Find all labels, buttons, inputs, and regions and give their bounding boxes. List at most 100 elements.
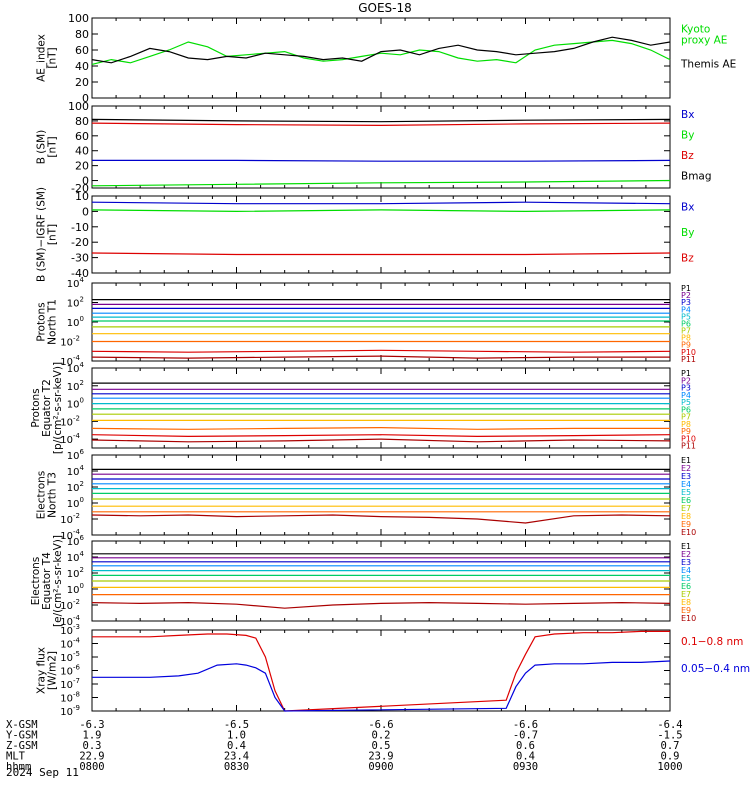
footer-value: 23.9: [368, 751, 393, 763]
y-tick-label: -20: [71, 236, 89, 249]
y-tick-label: 20: [75, 160, 89, 173]
footer-date: 2024 Sep 11: [6, 766, 79, 779]
legend-entry: P2: [681, 291, 691, 300]
footer-value: 1.0: [227, 730, 246, 742]
y-tick-label: 60: [75, 44, 89, 57]
legend-entry: P2: [681, 376, 691, 385]
series-line-p9: [91, 426, 670, 430]
series-line-themis-ae: [91, 36, 671, 64]
legend-entry: E1: [681, 456, 691, 465]
legend-entry: Themis AE: [680, 58, 736, 70]
legend-entry: P4: [681, 305, 691, 314]
footer-value: 0.6: [516, 740, 535, 752]
footer-row-label: Z-GSM: [6, 740, 38, 752]
y-axis-label: B (SM): [36, 130, 48, 164]
panel-frame: [91, 195, 671, 274]
legend-entry: E9: [681, 606, 691, 615]
y-tick-label: 100: [68, 12, 89, 25]
legend-entry: Bmag: [681, 171, 712, 183]
y-tick-label: 20: [75, 76, 89, 89]
legend-entry: P5: [681, 398, 691, 407]
series-line-0-1-0-8-nm: [92, 630, 670, 712]
legend-entry: E8: [681, 512, 691, 521]
y-tick-label: 40: [75, 145, 89, 158]
series-line-e10: [91, 514, 671, 524]
legend-entry: E2: [681, 550, 691, 559]
y-axis-label: AE_index: [36, 34, 48, 82]
y-tick-label: 100: [67, 315, 84, 329]
y-tick-label: 102: [67, 296, 84, 310]
series-line-by: [91, 209, 671, 213]
y-tick-label: 10-3: [60, 623, 80, 637]
footer-value: 0800: [79, 761, 104, 773]
y-axis-label: [e/(cm²-s-sr-keV)]: [52, 535, 64, 627]
y-tick-label: 10-6: [60, 664, 80, 678]
legend-entry: E5: [681, 488, 691, 497]
footer-value: 0.4: [227, 740, 246, 752]
legend-entry: P1: [681, 284, 691, 293]
legend-entry: E2: [681, 464, 691, 473]
legend-entry: P11: [681, 355, 696, 364]
y-tick-label: 10-4: [60, 637, 80, 651]
y-tick-label: 10-8: [60, 691, 80, 705]
legend-entry: P6: [681, 405, 691, 414]
footer-value: 0.3: [83, 740, 102, 752]
y-tick-label: 104: [67, 276, 85, 290]
legend-entry: P6: [681, 319, 691, 328]
y-axis-label: North T1: [47, 299, 59, 345]
y-tick-label: 100: [67, 397, 84, 411]
y-axis-label: Equator T4: [41, 552, 53, 610]
footer-value: 1000: [657, 761, 682, 773]
legend-entry: P4: [681, 391, 691, 400]
footer-value: 23.4: [224, 751, 249, 763]
footer-value: -0.7: [513, 730, 538, 742]
legend-entry: Bz: [681, 253, 694, 265]
legend-entry: E3: [681, 558, 691, 567]
series-line-p10: [91, 349, 671, 353]
legend-entry: E8: [681, 598, 691, 607]
y-tick-label: 10-7: [60, 677, 80, 691]
legend-entry: P9: [681, 427, 691, 436]
y-tick-label: 102: [67, 566, 84, 580]
y-tick-label: 100: [67, 496, 84, 510]
footer-value: 22.9: [79, 751, 104, 763]
y-tick-label: 102: [67, 480, 84, 494]
series-line-bx: [92, 159, 671, 162]
legend-entry: proxy AE: [681, 35, 727, 47]
footer-row-label: Y-GSM: [6, 730, 38, 742]
y-axis-label: Protons: [30, 388, 42, 427]
panel-frame: [91, 17, 671, 99]
legend-entry: E6: [681, 496, 691, 505]
legend-entry: E4: [681, 566, 691, 575]
legend-entry: 0.1−0.8 nm: [681, 636, 743, 648]
legend-entry: E10: [681, 614, 696, 623]
series-line-bz: [91, 122, 671, 127]
panel-8: 10-310-410-510-610-710-810-9 Xray flux [W/…: [36, 623, 750, 718]
y-tick-label: 10: [75, 190, 89, 203]
legend-entry: P3: [681, 298, 691, 307]
legend-entry: P1: [681, 369, 691, 378]
footer-value: 0900: [368, 761, 393, 773]
footer-value: 0.9: [661, 751, 680, 763]
y-tick-label: -10: [71, 221, 89, 234]
series-line-bz: [91, 252, 671, 256]
legend-entry: Bz: [681, 150, 694, 162]
y-axis-label: B (SM)−IGRF (SM): [36, 187, 48, 282]
panel-frame: [91, 282, 671, 362]
footer-value: -6.5: [224, 719, 249, 731]
panel-frame: [91, 629, 671, 712]
y-axis-label: Equator T2: [41, 379, 53, 437]
legend-entry: P9: [681, 341, 691, 350]
y-tick-label: -20: [71, 182, 89, 195]
footer-value: 0930: [513, 761, 538, 773]
legend-entry: P10: [681, 348, 696, 357]
legend-entry: P3: [681, 384, 691, 393]
series-line-by: [91, 179, 671, 187]
legend-entry: P8: [681, 420, 691, 429]
y-tick-label: 0: [82, 175, 89, 188]
legend-entry: E3: [681, 472, 691, 481]
y-tick-label: -40: [71, 267, 89, 280]
